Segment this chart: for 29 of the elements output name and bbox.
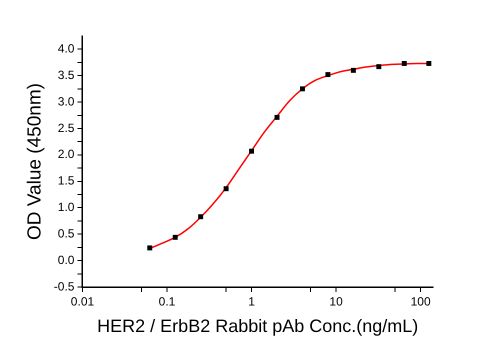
point	[198, 214, 204, 220]
x-tick-label: 1	[248, 294, 256, 309]
x-tick-label: 100	[410, 294, 431, 309]
y-tick-label: 0.5	[58, 226, 75, 240]
y-tick-label: 2.0	[58, 147, 75, 162]
y-tick-label: -0.5	[54, 279, 75, 294]
point	[274, 114, 280, 120]
y-tick-label: 3.0	[58, 94, 75, 108]
x-tick-label: 0.01	[70, 294, 94, 309]
point	[172, 234, 178, 240]
y-tick-label: 1.0	[58, 200, 75, 214]
point	[147, 245, 152, 250]
y-tick-label: 3.5	[58, 68, 75, 82]
point	[376, 64, 382, 70]
y-tick-label: 0.0	[58, 252, 75, 267]
point	[350, 68, 356, 73]
x-axis-title: HER2 / ErbB2 Rabbit pAb Conc.(ng/mL)	[97, 316, 418, 336]
x-tick-label: 0.1	[158, 294, 176, 309]
x-tick-label: 10	[329, 294, 344, 309]
y-axis-title: OD Value (450nm)	[24, 83, 46, 240]
point	[249, 148, 254, 154]
point	[300, 86, 305, 92]
point	[402, 61, 407, 66]
point	[426, 61, 432, 66]
y-tick-label: 2.5	[58, 120, 75, 135]
point	[224, 186, 229, 192]
y-tick-label: 4.0	[58, 42, 75, 56]
y-tick-label: 1.5	[58, 174, 75, 188]
point	[325, 72, 330, 78]
